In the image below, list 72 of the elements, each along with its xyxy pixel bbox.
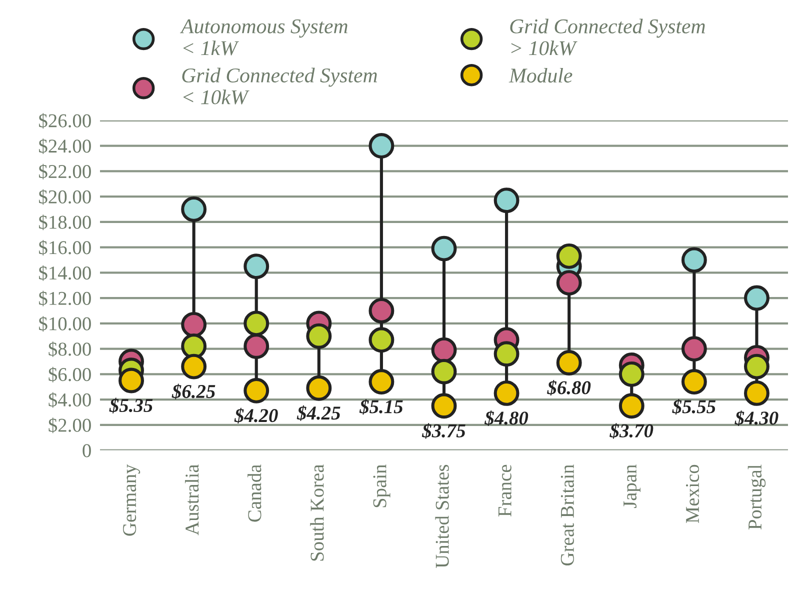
- legend-label: Module: [508, 68, 572, 83]
- point: [306, 323, 332, 349]
- annotation: $6.80: [546, 380, 591, 396]
- y-tick-label: $24.00: [39, 138, 91, 154]
- point: [244, 254, 270, 280]
- point: [681, 336, 707, 362]
- y-tick-label: 0: [82, 444, 91, 458]
- point: [118, 368, 144, 394]
- y-tick-label: $6.00: [48, 366, 91, 382]
- legend-label: Autonomous System < 1kW: [180, 19, 348, 56]
- point: [556, 350, 582, 376]
- annotation: $3.75: [422, 423, 466, 439]
- point: [556, 243, 582, 269]
- point: [618, 393, 644, 419]
- y-tick-label: $12.00: [39, 290, 91, 306]
- annotation: $5.35: [109, 398, 153, 414]
- point: [431, 236, 457, 262]
- annotation: $4.80: [484, 410, 528, 426]
- y-tick-label: $20.00: [39, 189, 91, 205]
- y-tick-label: $18.00: [39, 214, 91, 230]
- point: [181, 312, 207, 338]
- point: [306, 375, 332, 401]
- point: [368, 327, 394, 353]
- y-tick-label: $4.00: [48, 392, 91, 408]
- legend-label: Grid Connected System > 10kW: [510, 18, 705, 56]
- x-tick-label: Mexico: [686, 464, 700, 524]
- y-tick-label: $8.00: [48, 341, 91, 358]
- x-tick-label: Germany: [123, 464, 140, 536]
- y-tick-label: $16.00: [39, 240, 91, 256]
- y-tick-label: $26.00: [39, 113, 91, 129]
- point: [431, 337, 457, 363]
- y-tick-label: $2.00: [48, 418, 91, 434]
- x-tick-label: Japan: [624, 464, 640, 508]
- point: [681, 369, 707, 395]
- point: [181, 354, 207, 380]
- point: [494, 341, 520, 367]
- point: [681, 247, 707, 273]
- point: [431, 393, 457, 419]
- y-tick-label: $22.00: [39, 164, 91, 180]
- x-tick-label: France: [498, 464, 512, 517]
- annotation: $5.55: [672, 399, 716, 415]
- point: [244, 310, 270, 336]
- point: [494, 380, 520, 406]
- point: [368, 369, 394, 395]
- x-tick-label: Australia: [185, 464, 199, 536]
- point: [494, 188, 520, 214]
- annotation: $4.25: [296, 405, 340, 421]
- point: [244, 378, 270, 404]
- annotation: $3.70: [610, 423, 654, 439]
- point: [368, 133, 394, 159]
- annotation: $6.25: [172, 384, 216, 400]
- point: [244, 334, 270, 359]
- legend-label: Grid Connected System < 10kW: [182, 68, 377, 104]
- annotation: $5.15: [359, 399, 403, 415]
- point: [181, 196, 207, 222]
- x-tick-label: Great Britain: [560, 464, 574, 566]
- x-tick-label: Canada: [248, 464, 262, 522]
- point: [556, 270, 582, 296]
- point: [431, 358, 457, 384]
- point: [744, 380, 770, 406]
- point: [618, 361, 644, 387]
- annotation: $4.20: [234, 408, 278, 424]
- x-tick-label: South Korea: [310, 464, 324, 561]
- x-tick-label: Portugal: [748, 464, 766, 530]
- y-tick-label: $10.00: [39, 316, 91, 332]
- x-tick-label: United States: [435, 464, 449, 568]
- annotation: $4.30: [734, 410, 778, 426]
- x-tick-label: Spain: [373, 464, 390, 508]
- y-tick-label: $14.00: [39, 265, 91, 281]
- point: [368, 298, 394, 324]
- point: [744, 285, 770, 311]
- point: [744, 354, 770, 380]
